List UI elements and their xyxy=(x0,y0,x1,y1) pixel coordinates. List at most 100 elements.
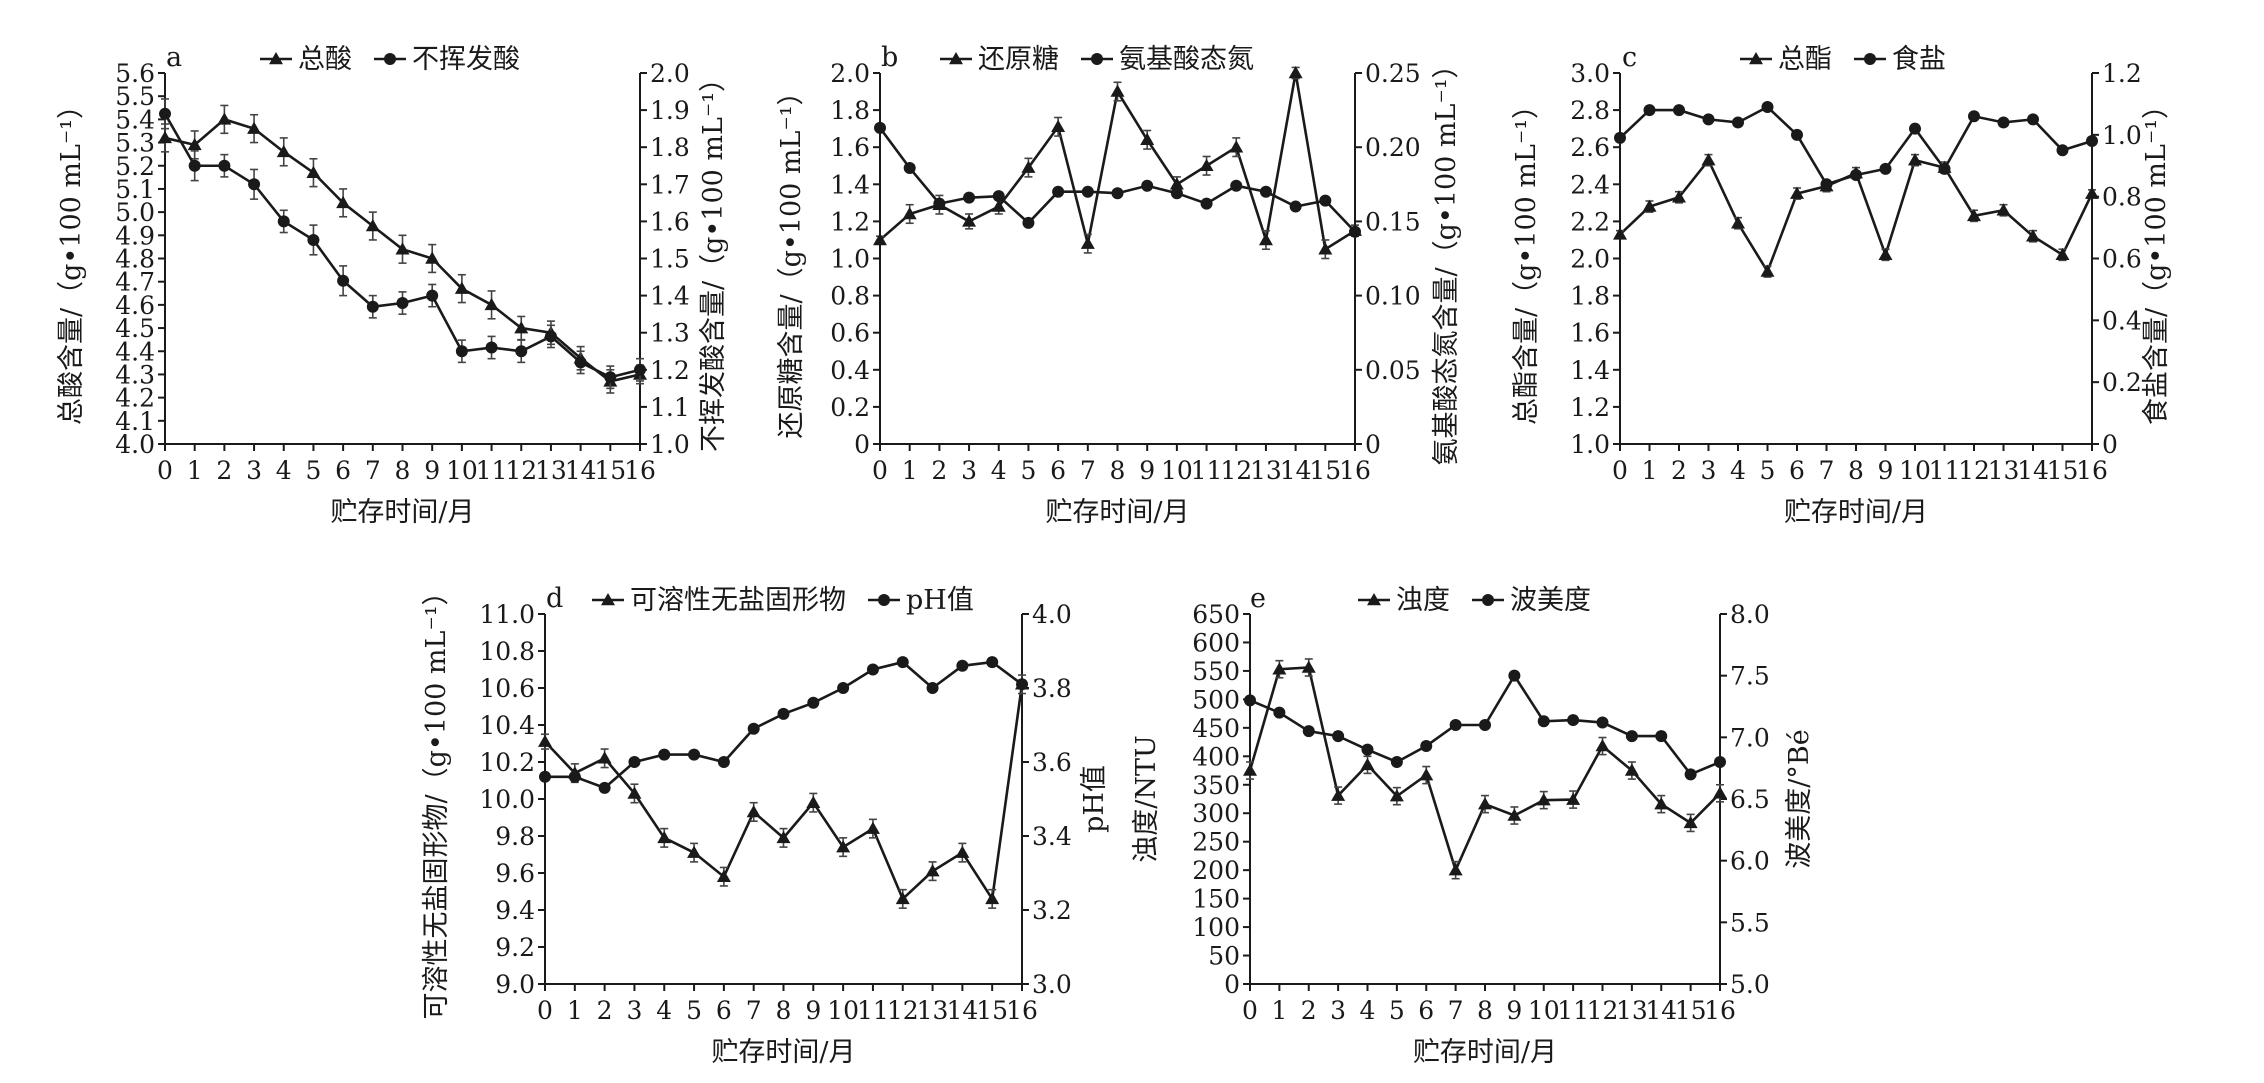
series-还原糖 xyxy=(873,66,1362,260)
data-point-circle xyxy=(188,159,201,172)
x-tick-label: 3 xyxy=(246,456,262,485)
x-tick-label: 4 xyxy=(991,456,1007,485)
data-point-triangle xyxy=(776,830,791,844)
data-point-triangle xyxy=(985,891,1000,905)
data-point-triangle xyxy=(1624,763,1639,776)
x-tick-label: 15 xyxy=(1675,996,1707,1025)
data-point-circle xyxy=(992,190,1005,203)
right-tick-label: 6.0 xyxy=(1730,847,1770,876)
data-point-circle xyxy=(1081,185,1094,198)
left-tick-label: 4.6 xyxy=(115,291,155,320)
data-point-circle xyxy=(159,107,171,120)
data-point-triangle xyxy=(1996,203,2011,216)
data-point-triangle xyxy=(1672,190,1686,203)
data-point-triangle xyxy=(158,130,172,144)
left-tick-label: 150 xyxy=(1192,885,1240,914)
data-point-circle xyxy=(1673,104,1685,117)
data-point-triangle xyxy=(1478,797,1492,810)
data-point-circle xyxy=(1244,694,1256,707)
data-point-triangle xyxy=(1258,232,1273,246)
panel-letter: a xyxy=(166,42,182,73)
left-tick-label: 0.8 xyxy=(830,282,870,311)
data-point-triangle xyxy=(1110,84,1125,97)
right-tick-label: 3.2 xyxy=(1032,896,1072,925)
data-point-triangle xyxy=(1642,199,1657,212)
left-tick-label: 600 xyxy=(1192,628,1240,657)
right-tick-label: 1.8 xyxy=(650,133,690,162)
x-tick-label: 0 xyxy=(537,996,553,1025)
right-tick-label: 0.6 xyxy=(2102,245,2142,274)
chart-panel-a: 4.04.14.24.34.44.54.64.74.84.95.05.15.25… xyxy=(56,42,729,528)
data-point-circle xyxy=(717,756,730,768)
left-tick-label: 4.7 xyxy=(115,268,155,297)
data-point-triangle xyxy=(1967,208,1981,222)
right-tick-label: 3.4 xyxy=(1032,822,1072,851)
x-tick-label: 2 xyxy=(216,456,232,485)
x-tick-label: 6 xyxy=(1050,456,1066,485)
left-tick-label: 0.2 xyxy=(830,393,870,422)
data-point-triangle xyxy=(1790,186,1804,199)
left-tick-label: 4.0 xyxy=(115,430,155,459)
data-point-circle xyxy=(1537,715,1550,728)
data-point-circle xyxy=(539,770,551,783)
data-point-circle xyxy=(568,770,581,783)
data-point-triangle xyxy=(1021,160,1036,173)
x-tick-label: 16 xyxy=(2076,456,2108,485)
left-tick-label: 0.4 xyxy=(830,356,870,385)
x-tick-label: 14 xyxy=(565,456,597,485)
x-tick-label: 13 xyxy=(1988,456,2020,485)
left-tick-label: 2.8 xyxy=(1570,96,1610,125)
data-point-triangle xyxy=(276,144,291,158)
series-食盐 xyxy=(1614,101,2098,191)
x-tick-label: 1 xyxy=(902,456,918,485)
legend-label: 总酸 xyxy=(298,44,352,75)
series-pH值 xyxy=(539,656,1028,794)
data-point-circle xyxy=(1022,216,1035,229)
x-axis-title: 贮存时间/月 xyxy=(711,1037,855,1068)
right-y-axis-title: 食盐含量/（g•100 mL⁻¹） xyxy=(2141,92,2172,425)
left-tick-label: 350 xyxy=(1192,771,1240,800)
data-point-triangle xyxy=(1419,768,1434,781)
data-point-triangle xyxy=(1169,177,1184,190)
data-point-triangle xyxy=(365,219,380,232)
x-tick-label: 7 xyxy=(746,996,762,1025)
x-tick-label: 10 xyxy=(1899,456,1931,485)
x-tick-label: 7 xyxy=(1819,456,1835,485)
left-y-axis-title: 总酸含量/（g•100 mL⁻¹） xyxy=(56,92,87,425)
right-y-axis-title: pH值 xyxy=(1079,765,1110,833)
data-point-circle xyxy=(396,297,409,310)
data-point-circle xyxy=(1714,756,1726,768)
left-tick-label: 5.2 xyxy=(115,152,155,181)
data-point-triangle xyxy=(1701,153,1716,166)
data-point-triangle xyxy=(1272,662,1287,675)
data-point-triangle xyxy=(1243,763,1257,776)
data-point-triangle xyxy=(395,242,410,255)
data-point-circle xyxy=(2056,144,2069,157)
right-tick-label: 3.0 xyxy=(1032,970,1072,999)
right-y-axis-title: 不挥发酸含量/（g•100 mL⁻¹） xyxy=(698,65,729,452)
chart-panel-c: 1.0 1.2 1.4 1.6 1.8 2.0 2.2 2.4 2.6 2.8 3.0 0 0.2 0.4… xyxy=(1511,42,2172,528)
data-point-circle xyxy=(1655,730,1668,743)
left-tick-label: 400 xyxy=(1192,742,1240,771)
x-tick-label: 11 xyxy=(1929,456,1961,485)
right-tick-label: 3.6 xyxy=(1032,748,1072,777)
legend-label: 波美度 xyxy=(1510,585,1591,616)
x-tick-label: 10 xyxy=(1161,456,1193,485)
data-point-circle xyxy=(574,356,587,369)
x-tick-label: 11 xyxy=(1557,996,1589,1025)
data-point-triangle xyxy=(1566,792,1581,805)
left-tick-label: 450 xyxy=(1192,714,1240,743)
chart-panel-d: 9.0 9.2 9.4 9.6 9.8 10.0 10.2 10.4 10.6 10.8 11.0 3… xyxy=(421,578,1110,1068)
series-浊度 xyxy=(1243,658,1727,880)
panel-letter: e xyxy=(1250,583,1266,614)
data-point-triangle xyxy=(1080,236,1095,249)
left-tick-label: 200 xyxy=(1192,856,1240,885)
legend: 可溶性无盐固形物 pH值 xyxy=(592,585,974,616)
data-point-triangle xyxy=(484,297,499,311)
left-tick-label: 1.8 xyxy=(1570,282,1610,311)
x-tick-label: 14 xyxy=(1645,996,1677,1025)
data-point-triangle xyxy=(1713,786,1727,799)
left-tick-label: 650 xyxy=(1192,600,1240,629)
right-tick-label: 1.2 xyxy=(2102,59,2142,88)
data-point-circle xyxy=(598,781,611,794)
